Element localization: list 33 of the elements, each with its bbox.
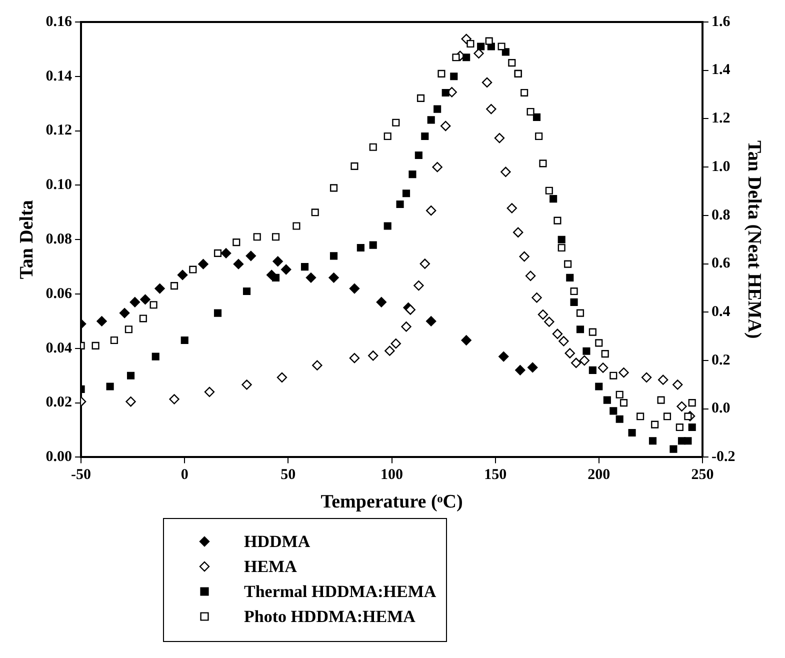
legend-label: Photo HDDMA:HEMA — [244, 606, 416, 626]
y2-tick-label: -0.2 — [711, 449, 736, 466]
y-tick-label: 0.12 — [46, 122, 72, 139]
y2-tick-label: 0.0 — [711, 400, 730, 417]
y2-axis-title: Tan Delta (Neat HEMA) — [744, 140, 765, 339]
legend-label: HEMA — [244, 556, 297, 576]
y-tick-label: 0.16 — [46, 14, 73, 30]
x-tick-label: -50 — [71, 467, 92, 484]
legend-label: Thermal HDDMA:HEMA — [244, 582, 436, 602]
y2-tick-label: 0.2 — [711, 352, 730, 368]
x-tick-label: 150 — [484, 467, 507, 484]
y-tick-label: 0.00 — [46, 449, 72, 466]
y2-tick-label: 0.4 — [711, 304, 731, 320]
y2-tick-label: 1.2 — [711, 110, 730, 127]
y-tick-label: 0.04 — [46, 340, 73, 356]
x-tick-label: 50 — [280, 467, 296, 484]
y2-tick-label: 1.0 — [711, 158, 730, 175]
y2-tick-label: 1.6 — [711, 14, 731, 30]
x-tick-label: 100 — [380, 467, 403, 484]
y-tick-label: 0.14 — [46, 68, 73, 84]
y2-tick-label: 1.4 — [711, 62, 731, 78]
y2-tick-label: 0.6 — [711, 256, 731, 272]
legend-label: HDDMA — [244, 532, 310, 552]
y-tick-label: 0.08 — [46, 231, 72, 248]
y-tick-label: 0.06 — [46, 286, 73, 302]
y-tick-label: 0.10 — [46, 177, 72, 194]
x-axis-title: Temperature (ᵒC) — [320, 492, 463, 513]
y-tick-label: 0.02 — [46, 394, 72, 411]
y2-tick-label: 0.8 — [711, 207, 730, 224]
x-tick-label: 200 — [588, 467, 610, 484]
x-tick-label: 250 — [691, 467, 714, 484]
y-axis-title: Tan Delta — [16, 200, 38, 280]
x-tick-label: 0 — [180, 467, 188, 484]
